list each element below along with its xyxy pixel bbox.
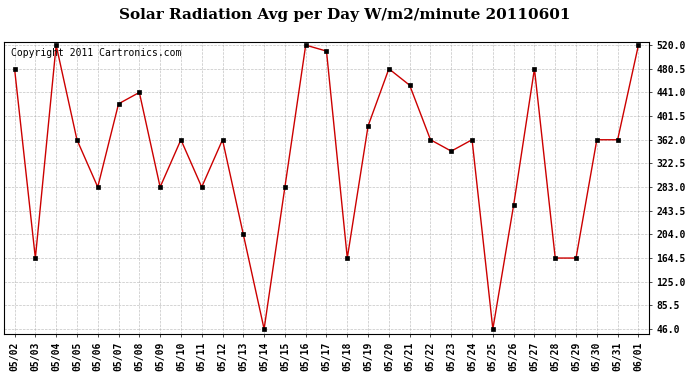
Text: Copyright 2011 Cartronics.com: Copyright 2011 Cartronics.com [10,48,181,58]
Text: Solar Radiation Avg per Day W/m2/minute 20110601: Solar Radiation Avg per Day W/m2/minute … [119,8,571,21]
